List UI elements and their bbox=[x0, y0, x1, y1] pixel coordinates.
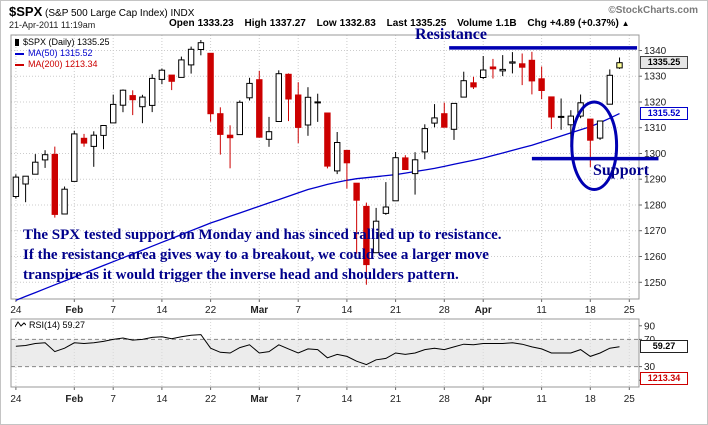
analyst-note-line: transpire as it would trigger the invers… bbox=[23, 267, 459, 283]
svg-text:7: 7 bbox=[110, 305, 116, 316]
svg-text:14: 14 bbox=[341, 305, 353, 316]
exchange-label: INDX bbox=[170, 8, 195, 19]
svg-text:7: 7 bbox=[110, 394, 116, 405]
open-value: 1333.23 bbox=[197, 18, 234, 29]
svg-text:18: 18 bbox=[585, 305, 597, 316]
svg-text:21: 21 bbox=[390, 305, 402, 316]
svg-text:14: 14 bbox=[341, 394, 353, 405]
svg-text:28: 28 bbox=[439, 394, 451, 405]
last-label: Last bbox=[386, 18, 408, 29]
svg-text:14: 14 bbox=[156, 394, 168, 405]
ma50-price-box: 1315.52 bbox=[640, 107, 688, 120]
svg-text:Mar: Mar bbox=[250, 394, 268, 405]
ma200-label: MA(200) 1213.34 bbox=[28, 59, 98, 69]
timestamp: 21-Apr-2011 11:19am bbox=[9, 20, 96, 30]
analyst-note: The SPX tested support on Monday and has… bbox=[23, 225, 699, 285]
svg-text:Apr: Apr bbox=[475, 394, 492, 405]
rsi-legend: RSI(14) 59.27 bbox=[14, 320, 86, 330]
svg-text:30: 30 bbox=[644, 362, 656, 373]
svg-text:1270: 1270 bbox=[644, 226, 667, 237]
svg-text:Mar: Mar bbox=[250, 305, 268, 316]
high-label: High bbox=[244, 18, 267, 29]
symbol: $SPX bbox=[9, 4, 43, 19]
analyst-note-line: If the resistance area gives way to a br… bbox=[23, 247, 489, 263]
quote-bar: Open 1333.23 High 1337.27 Low 1332.83 Last 1… bbox=[169, 18, 629, 29]
low-label: Low bbox=[316, 18, 337, 29]
change-value: +4.89 (+0.37%) bbox=[549, 18, 619, 29]
svg-text:11: 11 bbox=[536, 394, 547, 405]
svg-text:1330: 1330 bbox=[644, 72, 667, 83]
svg-text:Feb: Feb bbox=[65, 305, 83, 316]
spx-series-swatch bbox=[15, 39, 19, 47]
svg-text:25: 25 bbox=[624, 394, 636, 405]
analyst-note-line: The SPX tested support on Monday and has… bbox=[23, 227, 502, 243]
svg-text:1260: 1260 bbox=[644, 252, 667, 263]
svg-text:11: 11 bbox=[536, 305, 547, 316]
svg-text:7: 7 bbox=[295, 394, 301, 405]
volume-label: Volume bbox=[457, 18, 493, 29]
last-price-box: 1335.25 bbox=[640, 56, 688, 69]
svg-text:1250: 1250 bbox=[644, 278, 667, 289]
svg-text:1290: 1290 bbox=[644, 175, 667, 186]
ma200-price-box: 1213.34 bbox=[640, 372, 688, 385]
rsi-indicator-icon bbox=[14, 321, 27, 328]
svg-text:1320: 1320 bbox=[644, 98, 667, 109]
svg-text:21: 21 bbox=[390, 394, 402, 405]
svg-text:1310: 1310 bbox=[644, 123, 667, 134]
ma50-label: MA(50) 1315.52 bbox=[28, 48, 93, 58]
open-label: Open bbox=[169, 18, 195, 29]
ma50-swatch bbox=[15, 52, 24, 55]
stockcharts-credit: ©StockCharts.com bbox=[608, 5, 698, 16]
svg-text:Apr: Apr bbox=[475, 305, 492, 316]
svg-text:90: 90 bbox=[644, 321, 656, 332]
svg-text:Feb: Feb bbox=[65, 394, 83, 405]
ma200-swatch bbox=[15, 63, 24, 66]
chart-legend: $SPX (Daily) 1335.25 MA(50) 1315.52 MA(2… bbox=[15, 37, 110, 70]
low-value: 1332.83 bbox=[339, 18, 376, 29]
chart-header: $SPX (S&P 500 Large Cap Index) INDX bbox=[9, 4, 194, 19]
support-annotation-label: Support bbox=[593, 162, 650, 179]
high-value: 1337.27 bbox=[269, 18, 306, 29]
svg-text:24: 24 bbox=[10, 394, 22, 405]
rsi-legend-label: RSI(14) 59.27 bbox=[29, 320, 86, 330]
svg-text:22: 22 bbox=[205, 305, 217, 316]
svg-text:7: 7 bbox=[295, 305, 301, 316]
change-label: Chg bbox=[527, 18, 547, 29]
last-value: 1335.25 bbox=[410, 18, 447, 29]
svg-text:28: 28 bbox=[439, 305, 451, 316]
price-pane: 1340 1330 1320 1310 1300 1290 1280 1270 1260 1250… bbox=[10, 34, 667, 316]
svg-text:18: 18 bbox=[585, 394, 597, 405]
svg-text:1340: 1340 bbox=[644, 46, 667, 57]
spx-series-label: $SPX (Daily) 1335.25 bbox=[23, 37, 110, 47]
resistance-annotation-label: Resistance bbox=[415, 26, 487, 43]
svg-text:1280: 1280 bbox=[644, 201, 667, 212]
svg-text:1300: 1300 bbox=[644, 149, 667, 160]
symbol-description: (S&P 500 Large Cap Index) bbox=[45, 8, 168, 19]
svg-text:22: 22 bbox=[205, 394, 217, 405]
svg-text:25: 25 bbox=[624, 305, 636, 316]
svg-text:14: 14 bbox=[156, 305, 168, 316]
volume-value: 1.1B bbox=[495, 18, 517, 29]
rsi-pane: 24Feb71422Mar7142128Apr11182590703010 bbox=[10, 318, 656, 405]
change-up-arrow-icon: ▲ bbox=[621, 19, 630, 28]
rsi-value-box: 59.27 bbox=[640, 340, 688, 353]
svg-text:24: 24 bbox=[10, 305, 22, 316]
